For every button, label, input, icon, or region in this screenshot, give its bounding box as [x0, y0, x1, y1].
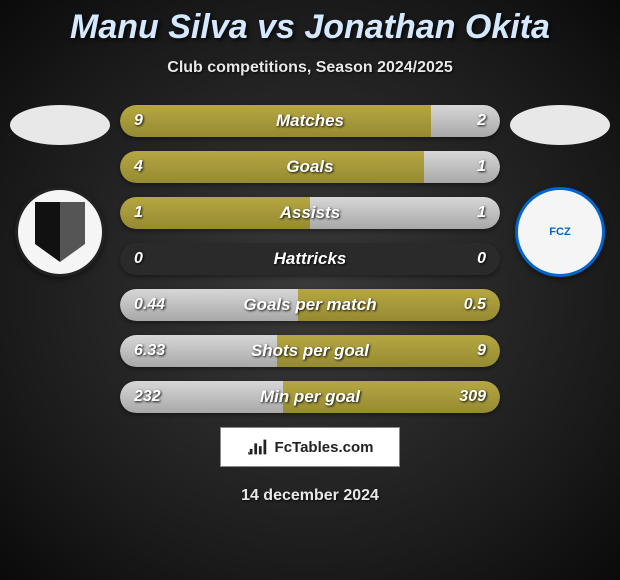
stat-bar: 232 Min per goal 309 [120, 381, 500, 413]
bar-fill-right [310, 197, 500, 229]
chart-icon [247, 436, 269, 458]
bar-fill-left [120, 381, 283, 413]
bar-fill-left [120, 289, 298, 321]
club-badge-right: FCZ [515, 187, 605, 277]
bar-fill-left [120, 151, 424, 183]
club-badge-label: FCZ [549, 226, 570, 238]
comparison-content: FCZ 9 Matches 2 4 Goals 1 1 Assists 1 0 … [0, 105, 620, 413]
stat-bar: 1 Assists 1 [120, 197, 500, 229]
player-left-column [10, 105, 110, 277]
stat-bar: 0.44 Goals per match 0.5 [120, 289, 500, 321]
player-silhouette-icon [10, 105, 110, 145]
page-title: Manu Silva vs Jonathan Okita [0, 0, 620, 47]
bar-fill-left [120, 197, 310, 229]
bar-fill-right [298, 289, 500, 321]
bar-fill-left [120, 335, 277, 367]
bar-fill-right [277, 335, 500, 367]
club-badge-left [15, 187, 105, 277]
player-right-column: FCZ [510, 105, 610, 277]
brand-text: FcTables.com [275, 439, 374, 456]
stat-bar: 0 Hattricks 0 [120, 243, 500, 275]
bar-fill-right [431, 105, 500, 137]
page-subtitle: Club competitions, Season 2024/2025 [0, 59, 620, 77]
brand-logo: FcTables.com [220, 427, 400, 467]
bar-fill-left [120, 105, 431, 137]
footer-date: 14 december 2024 [0, 487, 620, 505]
player-silhouette-icon [510, 105, 610, 145]
stat-bar: 4 Goals 1 [120, 151, 500, 183]
bar-fill-right [283, 381, 500, 413]
stat-bar: 9 Matches 2 [120, 105, 500, 137]
stat-bar: 6.33 Shots per goal 9 [120, 335, 500, 367]
shield-icon [35, 202, 85, 262]
bar-fill-right [424, 151, 500, 183]
bar-track [120, 243, 500, 275]
stat-bars-container: 9 Matches 2 4 Goals 1 1 Assists 1 0 Hatt… [120, 105, 500, 413]
